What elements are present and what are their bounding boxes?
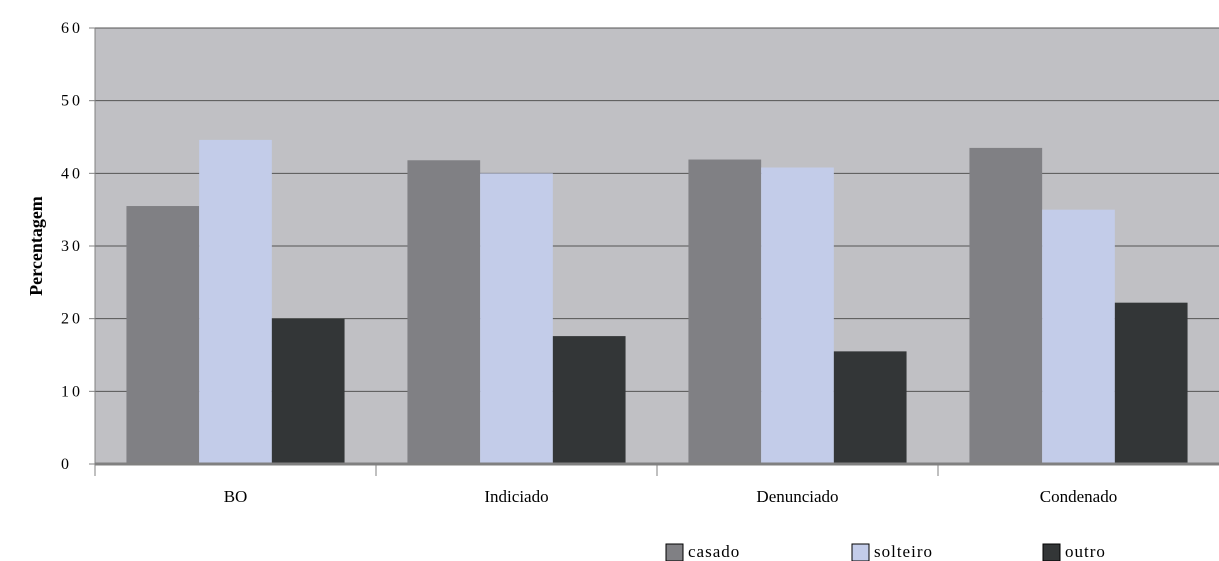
bar-outro-denunciado (833, 351, 907, 464)
bar-solteiro-denunciado (761, 167, 834, 464)
x-category-labels: BO Indiciado Denunciado Condenado (224, 487, 1118, 506)
legend: casado solteiro outro (665, 542, 1106, 561)
y-tick-label: 60 (61, 20, 83, 37)
bar-casado-denunciado (688, 159, 762, 464)
bar-outro-condenado (1114, 302, 1188, 464)
y-axis-title: Percentagem (26, 196, 46, 296)
bar-casado-indiciado (407, 160, 481, 464)
legend-item-solteiro: solteiro (851, 542, 933, 561)
axes (89, 27, 1219, 476)
legend-swatch (1042, 543, 1061, 561)
x-category-label: Indiciado (484, 487, 548, 506)
bars (126, 139, 1188, 465)
bar-outro-indiciado (552, 336, 626, 464)
y-tick-label: 40 (61, 165, 83, 182)
bar-casado-bo (126, 206, 200, 465)
y-tick-label: 10 (61, 383, 83, 400)
y-tick-labels: 0 10 20 30 40 50 60 (61, 20, 83, 473)
y-tick-label: 30 (61, 238, 83, 255)
legend-label: casado (688, 542, 740, 561)
legend-swatch (851, 543, 870, 561)
x-category-label: Denunciado (756, 487, 838, 506)
bar-casado-condenado (969, 147, 1043, 464)
legend-item-casado: casado (665, 542, 740, 561)
bar-solteiro-indiciado (480, 173, 553, 465)
y-tick-label: 50 (61, 93, 83, 110)
legend-item-outro: outro (1042, 542, 1106, 561)
y-tick-label: 0 (61, 456, 72, 473)
x-category-label: Condenado (1040, 487, 1117, 506)
bar-solteiro-bo (199, 139, 272, 464)
legend-swatch (665, 543, 684, 561)
bar-solteiro-condenado (1042, 209, 1115, 464)
x-category-label: BO (224, 487, 248, 506)
bar-outro-bo (271, 318, 345, 464)
legend-label: solteiro (874, 542, 933, 561)
y-tick-label: 20 (61, 311, 83, 328)
legend-label: outro (1065, 542, 1106, 561)
